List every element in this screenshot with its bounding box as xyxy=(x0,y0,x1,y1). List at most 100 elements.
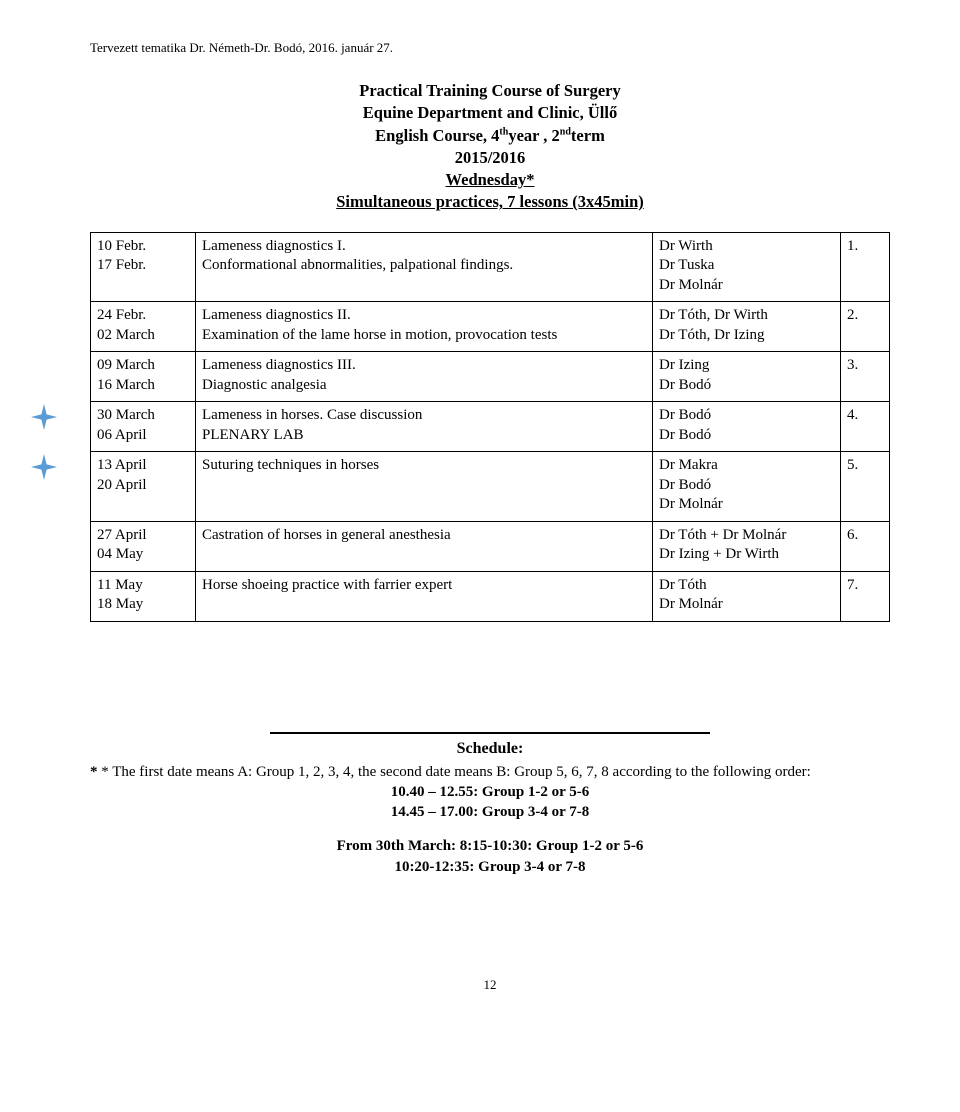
title-line-3a: English Course, 4 xyxy=(375,126,499,145)
title-line-4: 2015/2016 xyxy=(90,147,890,169)
date-text: 16 March xyxy=(97,376,189,396)
table-row: 30 March 06 April Lameness in horses. Ca… xyxy=(91,402,890,452)
title-sup-2: nd xyxy=(560,126,571,137)
topic-text: Lameness diagnostics III. xyxy=(202,356,646,376)
instr-text: Dr Izing xyxy=(659,356,834,376)
cell-dates: 24 Febr. 02 March xyxy=(91,302,196,352)
table-row: 11 May 18 May Horse shoeing practice wit… xyxy=(91,571,890,621)
instr-text: Dr Tóth xyxy=(659,576,834,596)
date-text: 13 April xyxy=(97,456,189,476)
cell-instructors: Dr Tóth, Dr Wirth Dr Tóth, Dr Izing xyxy=(653,302,841,352)
cell-topic: Lameness diagnostics III. Diagnostic ana… xyxy=(196,352,653,402)
schedule-line-1: * The first date means A: Group 1, 2, 3,… xyxy=(101,764,811,780)
cell-dates: 27 April 04 May xyxy=(91,521,196,571)
cell-instructors: Dr Tóth Dr Molnár xyxy=(653,571,841,621)
row-number: 2. xyxy=(847,307,858,323)
date-text: 04 May xyxy=(97,545,189,565)
instr-text: Dr Wirth xyxy=(659,237,834,257)
cell-dates: 10 Febr. 17 Febr. xyxy=(91,232,196,302)
schedule-line-2: 10.40 – 12.55: Group 1-2 or 5-6 xyxy=(90,782,890,802)
topic-text: Lameness in horses. Case discussion xyxy=(202,406,646,426)
title-block: Practical Training Course of Surgery Equ… xyxy=(90,80,890,214)
cell-instructors: Dr Tóth + Dr Molnár Dr Izing + Dr Wirth xyxy=(653,521,841,571)
title-line-3b: year , 2 xyxy=(508,126,559,145)
cell-number: 3. xyxy=(841,352,890,402)
topic-text: Lameness diagnostics II. xyxy=(202,306,646,326)
cell-number: 2. xyxy=(841,302,890,352)
date-text: 17 Febr. xyxy=(97,256,189,276)
cell-dates: 11 May 18 May xyxy=(91,571,196,621)
instr-text: Dr Tuska xyxy=(659,256,834,276)
instr-text: Dr Bodó xyxy=(659,406,834,426)
topic-text: Diagnostic analgesia xyxy=(202,376,646,396)
title-sup-1: th xyxy=(499,126,508,137)
cell-instructors: Dr Wirth Dr Tuska Dr Molnár xyxy=(653,232,841,302)
topic-text: Castration of horses in general anesthes… xyxy=(202,526,646,546)
instr-text: Dr Molnár xyxy=(659,595,834,615)
cell-topic: Castration of horses in general anesthes… xyxy=(196,521,653,571)
instr-text: Dr Makra xyxy=(659,456,834,476)
instr-text: Dr Molnár xyxy=(659,276,834,296)
date-text: 09 March xyxy=(97,356,189,376)
instr-text: Dr Tóth, Dr Wirth xyxy=(659,306,834,326)
cell-topic: Lameness diagnostics I. Conformational a… xyxy=(196,232,653,302)
row-number: 6. xyxy=(847,527,858,543)
title-line-1: Practical Training Course of Surgery xyxy=(90,80,890,102)
cell-topic: Lameness in horses. Case discussion PLEN… xyxy=(196,402,653,452)
schedule-line-4: From 30th March: 8:15-10:30: Group 1-2 o… xyxy=(90,836,890,856)
instr-text: Dr Bodó xyxy=(659,476,834,496)
cell-number: 7. xyxy=(841,571,890,621)
row-number: 7. xyxy=(847,577,858,593)
schedule-line-3: 14.45 – 17.00: Group 3-4 or 7-8 xyxy=(90,802,890,822)
row-number: 3. xyxy=(847,357,858,373)
cell-dates: 13 April 20 April xyxy=(91,452,196,522)
instr-text: Dr Tóth, Dr Izing xyxy=(659,326,834,346)
instr-text: Dr Tóth + Dr Molnár xyxy=(659,526,834,546)
page-number: 12 xyxy=(90,977,890,993)
page-header-small: Tervezett tematika Dr. Németh-Dr. Bodó, … xyxy=(90,40,890,56)
cell-number: 4. xyxy=(841,402,890,452)
topic-text: Conformational abnormalities, palpationa… xyxy=(202,256,646,276)
date-text: 11 May xyxy=(97,576,189,596)
cell-number: 1. xyxy=(841,232,890,302)
title-line-2: Equine Department and Clinic, Üllő xyxy=(90,102,890,124)
table-row: 10 Febr. 17 Febr. Lameness diagnostics I… xyxy=(91,232,890,302)
title-line-3c: term xyxy=(571,126,605,145)
cell-number: 6. xyxy=(841,521,890,571)
table-row: 24 Febr. 02 March Lameness diagnostics I… xyxy=(91,302,890,352)
instr-text: Dr Izing + Dr Wirth xyxy=(659,545,834,565)
date-text: 10 Febr. xyxy=(97,237,189,257)
star-icon xyxy=(31,454,57,480)
schedule-star: * xyxy=(90,764,101,780)
topic-text: Examination of the lame horse in motion,… xyxy=(202,326,646,346)
title-line-6: Simultaneous practices, 7 lessons (3x45m… xyxy=(90,191,890,213)
schedule-line-5: 10:20-12:35: Group 3-4 or 7-8 xyxy=(90,857,890,877)
table-row: 09 March 16 March Lameness diagnostics I… xyxy=(91,352,890,402)
cell-topic: Suturing techniques in horses xyxy=(196,452,653,522)
date-text: 27 April xyxy=(97,526,189,546)
date-text: 24 Febr. xyxy=(97,306,189,326)
topic-text: Lameness diagnostics I. xyxy=(202,237,646,257)
date-text: 02 March xyxy=(97,326,189,346)
instr-text: Dr Bodó xyxy=(659,426,834,446)
cell-instructors: Dr Makra Dr Bodó Dr Molnár xyxy=(653,452,841,522)
date-text: 30 March xyxy=(97,406,189,426)
cell-instructors: Dr Izing Dr Bodó xyxy=(653,352,841,402)
row-number: 1. xyxy=(847,238,858,254)
topic-text: Suturing techniques in horses xyxy=(202,456,646,476)
cell-dates: 09 March 16 March xyxy=(91,352,196,402)
cell-dates: 30 March 06 April xyxy=(91,402,196,452)
title-line-3: English Course, 4thyear , 2ndterm xyxy=(90,125,890,147)
schedule-body: * * The first date means A: Group 1, 2, … xyxy=(90,762,890,877)
table-row: 13 April 20 April Suturing techniques in… xyxy=(91,452,890,522)
topic-text: PLENARY LAB xyxy=(202,426,646,446)
topic-text: Horse shoeing practice with farrier expe… xyxy=(202,576,646,596)
row-number: 5. xyxy=(847,457,858,473)
date-text: 06 April xyxy=(97,426,189,446)
cell-number: 5. xyxy=(841,452,890,522)
date-text: 18 May xyxy=(97,595,189,615)
schedule-table: 10 Febr. 17 Febr. Lameness diagnostics I… xyxy=(90,232,890,622)
instr-text: Dr Molnár xyxy=(659,495,834,515)
cell-instructors: Dr Bodó Dr Bodó xyxy=(653,402,841,452)
date-text: 20 April xyxy=(97,476,189,496)
